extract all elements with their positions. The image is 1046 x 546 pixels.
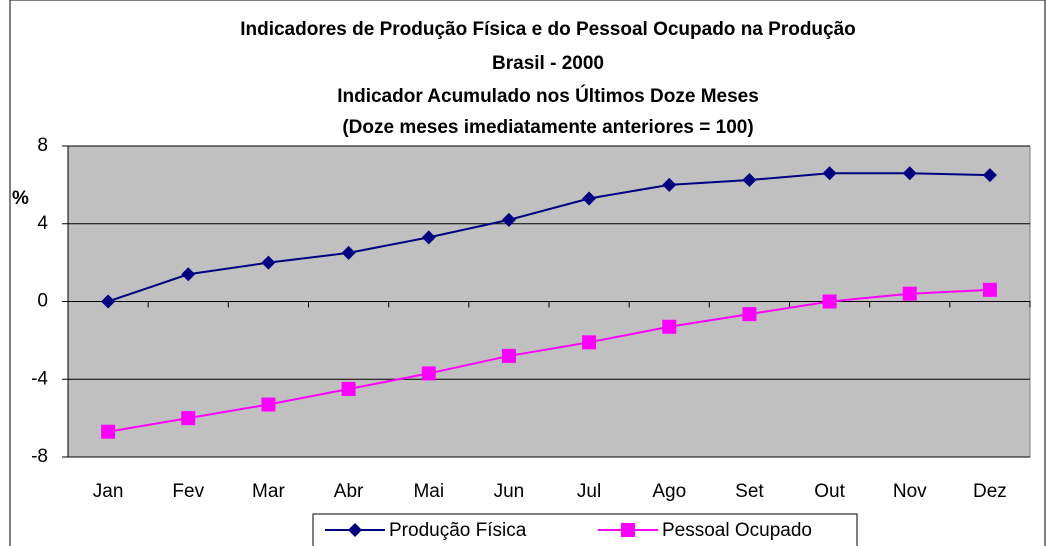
point xyxy=(421,366,436,381)
x-tick-label: Nov xyxy=(893,481,927,502)
series-line xyxy=(107,172,990,303)
point xyxy=(982,168,997,183)
x-tick-label: Dez xyxy=(973,481,1007,502)
legend xyxy=(312,513,858,546)
chart-subtitle: Brasil - 2000 xyxy=(492,53,604,74)
point xyxy=(341,245,356,260)
y-tick-label: 0 xyxy=(37,291,48,312)
x-tick-label: Fev xyxy=(172,481,204,502)
y-axis-label: % xyxy=(12,188,29,209)
point xyxy=(902,286,917,301)
x-tick-label: Out xyxy=(814,481,845,502)
point xyxy=(582,191,597,206)
y-tick-label: 8 xyxy=(37,135,48,156)
x-tick-label: Jul xyxy=(577,481,601,502)
x-tick-label: Abr xyxy=(334,481,364,502)
point xyxy=(662,177,677,192)
series-line xyxy=(107,288,990,433)
point xyxy=(181,267,196,282)
point xyxy=(822,166,837,181)
point xyxy=(742,307,757,322)
legend-marker xyxy=(621,523,635,537)
chart-title: Indicadores de Produção Física e do Pess… xyxy=(240,19,856,40)
x-tick-label: Ago xyxy=(652,481,686,502)
point xyxy=(902,166,917,181)
y-tick-label: -4 xyxy=(31,368,48,389)
point xyxy=(421,230,436,245)
point xyxy=(501,348,516,363)
x-tick-label: Jun xyxy=(494,481,525,502)
point xyxy=(101,294,116,309)
x-tick-label: Jan xyxy=(93,481,124,502)
x-tick-label: Set xyxy=(735,481,764,502)
point xyxy=(982,282,997,297)
point xyxy=(101,424,116,439)
point xyxy=(261,397,276,412)
legend-label: Produção Física xyxy=(389,520,527,541)
x-tick-label: Mai xyxy=(413,481,444,502)
y-tick-label: 4 xyxy=(37,213,48,234)
chart-subtitle: (Doze meses imediatamente anteriores = 1… xyxy=(342,117,753,138)
point xyxy=(742,173,757,188)
point xyxy=(822,294,837,309)
point xyxy=(341,381,356,396)
x-tick-label: Mar xyxy=(252,481,285,502)
legend-label: Pessoal Ocupado xyxy=(662,520,812,541)
point xyxy=(582,335,597,350)
point xyxy=(181,411,196,426)
legend-marker xyxy=(348,523,362,537)
point xyxy=(261,255,276,270)
y-tick-label: -8 xyxy=(31,446,48,467)
point xyxy=(501,212,516,227)
point xyxy=(662,319,677,334)
chart-subtitle: Indicador Acumulado nos Últimos Doze Mes… xyxy=(337,85,759,107)
